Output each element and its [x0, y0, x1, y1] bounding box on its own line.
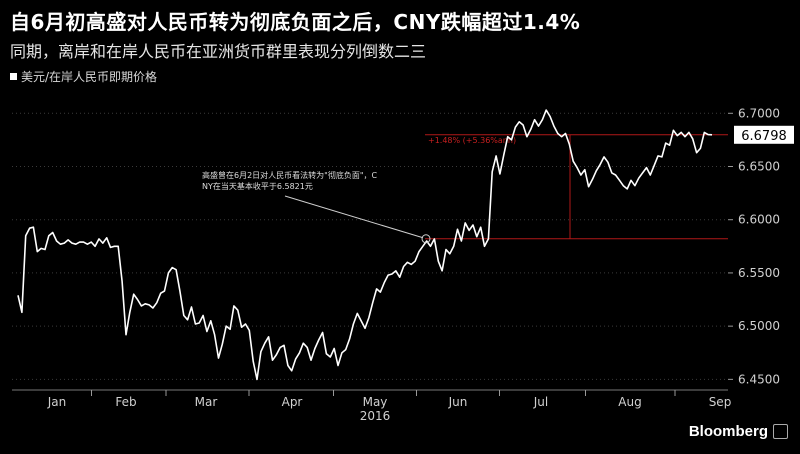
chart-subtitle: 同期，离岸和在岸人民币在亚洲货币群里表现分列倒数二三 [10, 42, 427, 61]
x-tick-label: Aug [618, 395, 641, 409]
annotation-line-2: NY在当天基本收平于6.5821元 [202, 181, 313, 191]
legend-swatch [10, 73, 17, 80]
grid [12, 112, 728, 380]
bloomberg-logo: Bloomberg [688, 423, 768, 440]
x-axis: Jan Feb Mar Apr May Jun Jul Aug Sep 2016 [12, 389, 732, 423]
x-tick-label: Jan [47, 395, 67, 409]
legend: 美元/在岸人民币即期价格 [10, 68, 157, 85]
series-line [17, 109, 713, 381]
y-tick-label: 6.6000 [738, 213, 780, 227]
y-tick-label: 6.4500 [738, 372, 780, 386]
annotations: 高盛曾在6月2日对人民币看法转为"彻底负面"，C NY在当天基本收平于6.5821… [202, 170, 431, 244]
x-tick-label: Apr [282, 395, 303, 409]
x-tick-label: May [363, 395, 388, 409]
annotation-line-1: 高盛曾在6月2日对人民币看法转为"彻底负面"，C [202, 170, 378, 180]
legend-label: 美元/在岸人民币即期价格 [21, 70, 158, 84]
series-layer [17, 109, 713, 381]
share-icon[interactable] [773, 424, 788, 439]
chart-title: 自6月初高盛对人民币转为彻底负面之后，CNY跌幅超过1.4% [10, 10, 581, 34]
change-label: +1.48% (+5.36%ann) [428, 136, 516, 145]
annotation-marker [421, 234, 431, 244]
annotation-leader [284, 195, 424, 239]
last-value-box [734, 125, 794, 144]
x-tick-label: Jul [533, 395, 548, 409]
y-tick-label: 6.5500 [738, 266, 780, 280]
year-label: 2016 [360, 409, 391, 423]
x-tick-label: Mar [195, 395, 218, 409]
y-tick-label: 6.6500 [738, 160, 780, 174]
y-tick-label: 6.7000 [738, 106, 780, 120]
y-tick-label: 6.5000 [738, 319, 780, 333]
x-tick-label: Feb [115, 395, 136, 409]
last-value-label: 6.6798 [741, 129, 787, 144]
x-tick-label: Jun [448, 395, 468, 409]
reference-lines: +1.48% (+5.36%ann) [425, 134, 728, 240]
y-axis: 6.7000 6.6500 6.6000 6.5500 6.5000 6.4500 6.67… [728, 106, 794, 386]
x-tick-label: Sep [709, 395, 732, 409]
annotation-text: 高盛曾在6月2日对人民币看法转为"彻底负面"，C NY在当天基本收平于6.5821… [202, 170, 378, 191]
